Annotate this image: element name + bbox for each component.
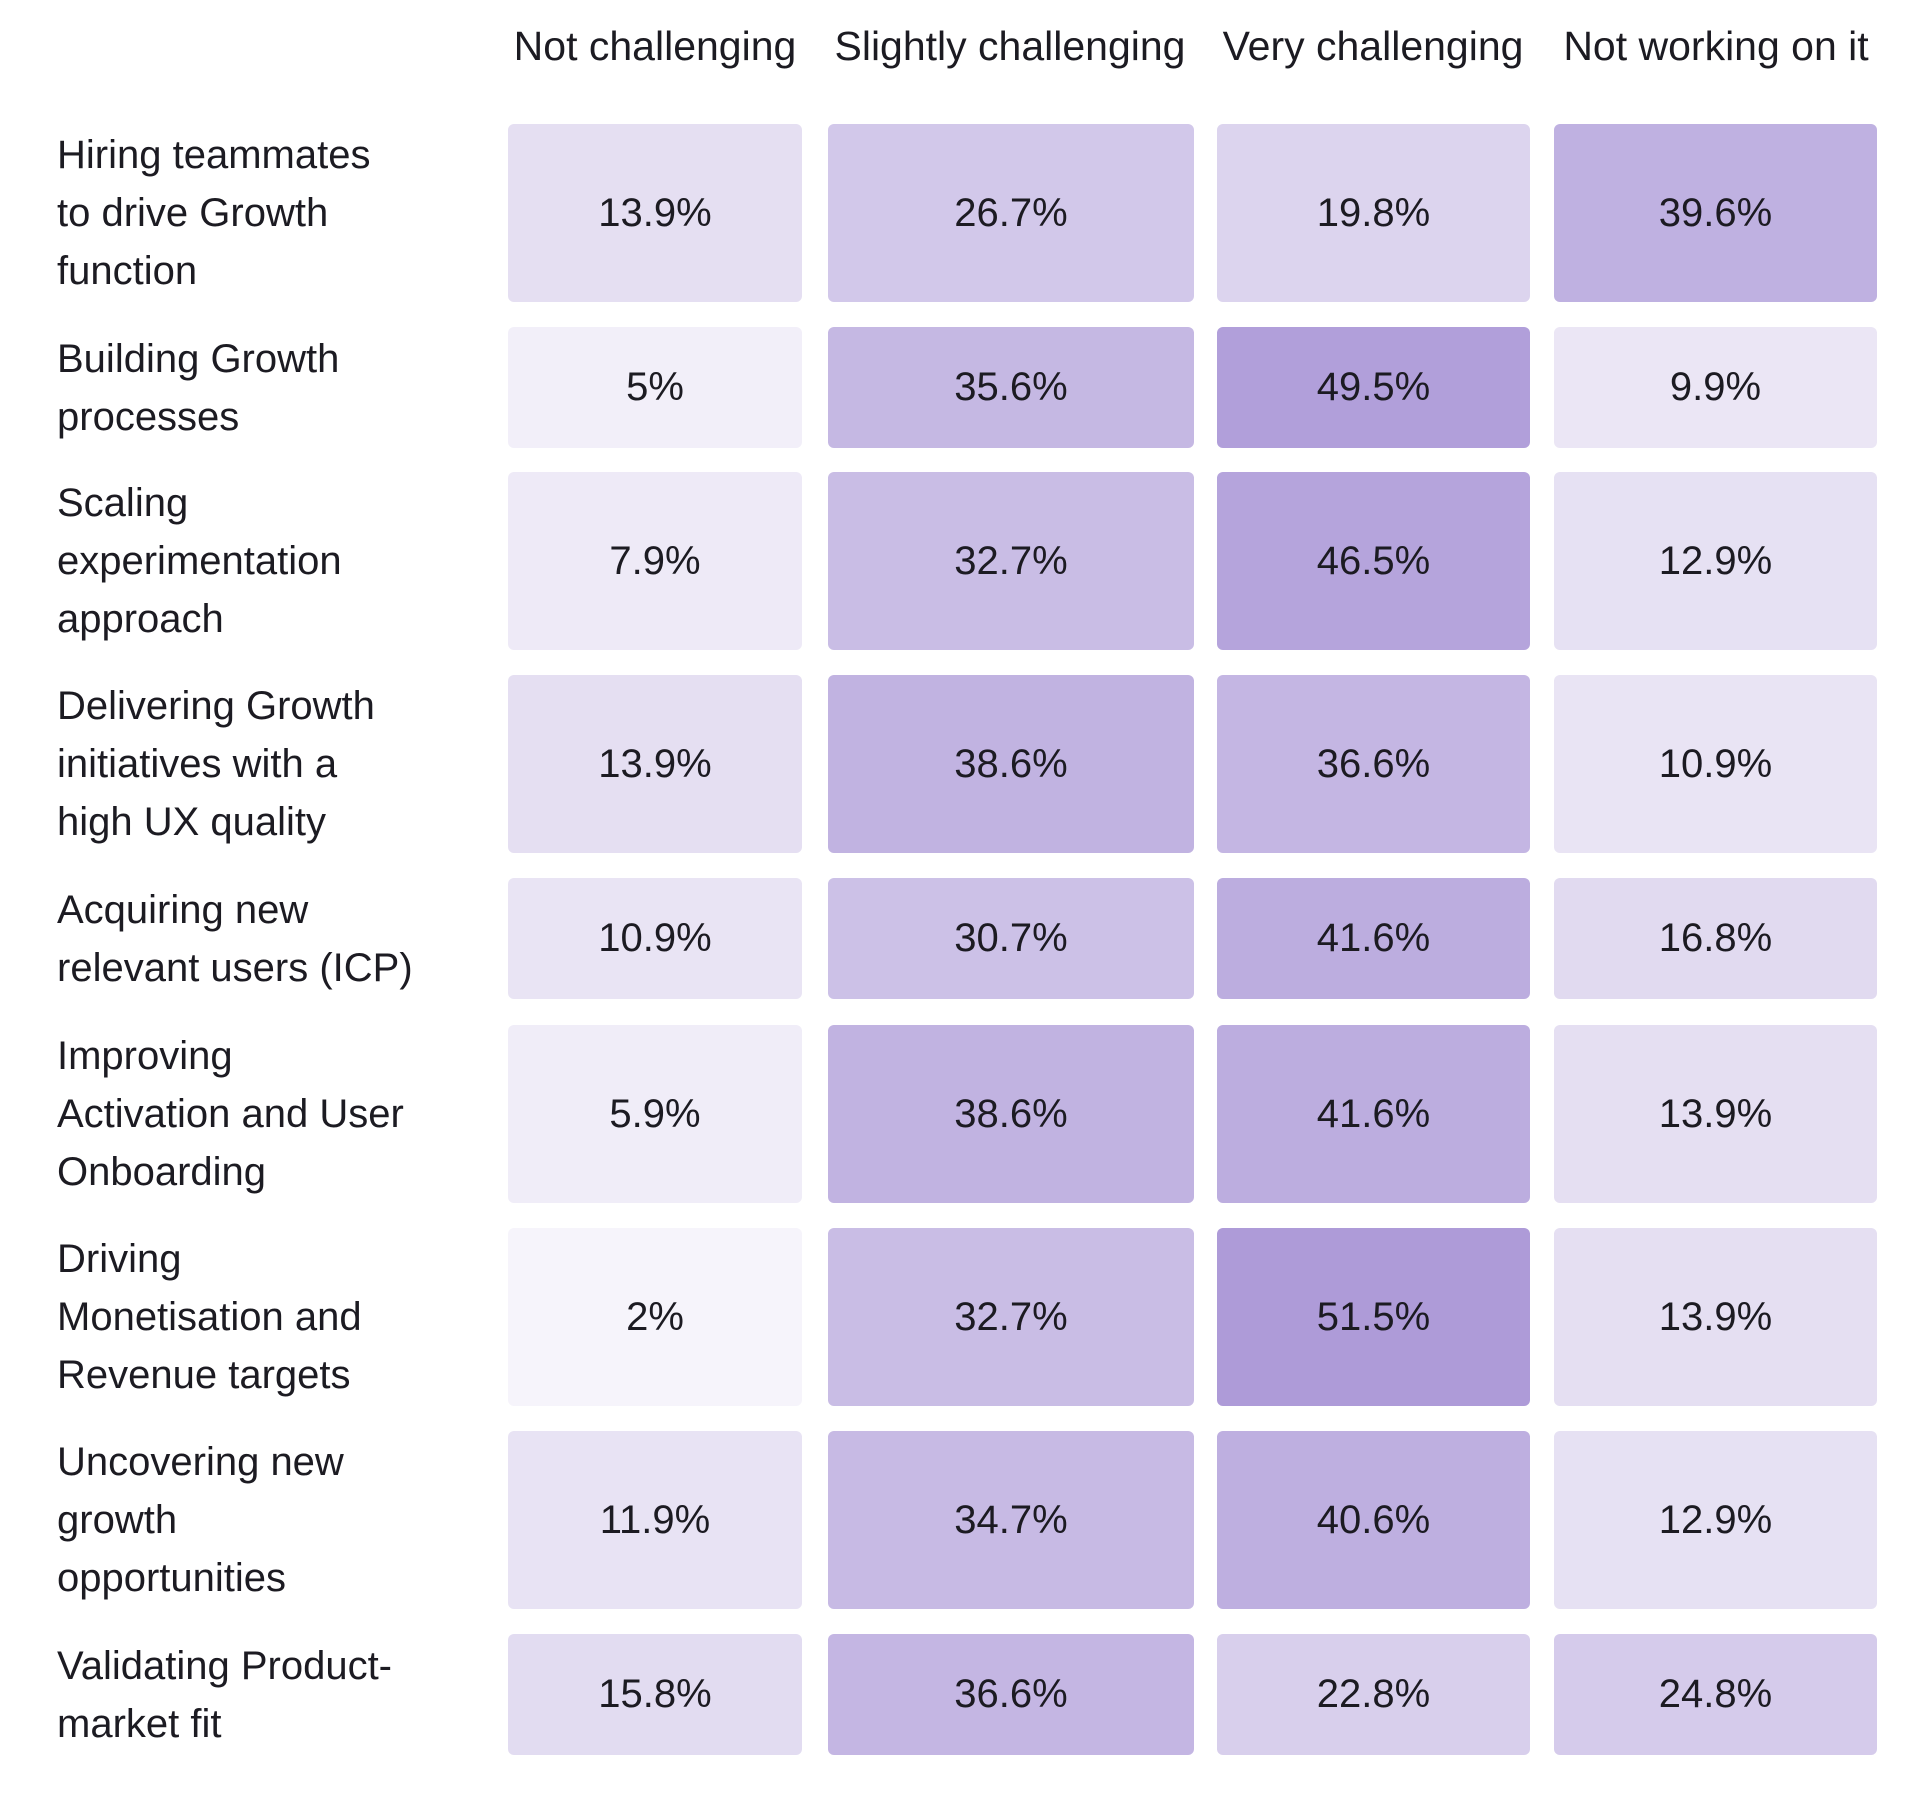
cell-value-label: 13.9%	[1658, 1294, 1773, 1339]
heatmap-cell: 16.8%	[1554, 878, 1877, 999]
heatmap-cell: 13.9%	[508, 675, 802, 853]
cell-value-label: 7.9%	[609, 538, 701, 583]
heatmap-cell: 26.7%	[828, 124, 1194, 302]
cell-value-label: 11.9%	[599, 1497, 711, 1542]
row-label: Driving Monetisation and Revenue targets	[57, 1237, 362, 1397]
cell-value-label: 13.9%	[1658, 1091, 1773, 1136]
heatmap-cell: 41.6%	[1217, 878, 1530, 999]
cell-value-label: 22.8%	[1316, 1672, 1431, 1716]
heatmap-cell: 13.9%	[508, 124, 802, 302]
cell-value-label: 41.6%	[1316, 1091, 1431, 1136]
row-label: Scaling experimentation approach	[57, 481, 342, 641]
heatmap-cell: 11.9%	[508, 1431, 802, 1609]
cell-value-label: 32.7%	[954, 1294, 1068, 1339]
heatmap-cell: 2%	[508, 1228, 802, 1406]
heatmap-cell: 39.6%	[1554, 124, 1877, 302]
cell-value-label: 24.8%	[1658, 1672, 1773, 1716]
cell-value-label: 2%	[626, 1294, 684, 1339]
cell-value-label: 10.9%	[598, 916, 712, 960]
cell-value-label: 5.9%	[609, 1091, 701, 1136]
heatmap-cell: 30.7%	[828, 878, 1194, 999]
heatmap-cell: 10.9%	[508, 878, 802, 999]
cell-value-label: 26.7%	[954, 190, 1068, 235]
column-header: Slightly challenging	[834, 23, 1186, 69]
heatmap-cell: 36.6%	[828, 1634, 1194, 1755]
cell-value-label: 32.7%	[954, 538, 1068, 583]
cell-value-label: 19.8%	[1316, 190, 1431, 235]
row-label: Validating Product-market fit	[57, 1643, 392, 1746]
column-header: Not working on it	[1563, 23, 1869, 69]
cell-value-label: 46.5%	[1316, 538, 1431, 583]
cell-value-label: 40.6%	[1316, 1497, 1431, 1542]
heatmap-cell: 5.9%	[508, 1025, 802, 1203]
cell-value-label: 38.6%	[954, 741, 1068, 786]
cell-value-label: 5%	[626, 365, 684, 409]
heatmap-cell: 12.9%	[1554, 472, 1877, 650]
heatmap-cell: 38.6%	[828, 1025, 1194, 1203]
row-label: Building Growth processes	[57, 336, 340, 439]
heatmap-cell: 46.5%	[1217, 472, 1530, 650]
heatmap-cell: 35.6%	[828, 327, 1194, 448]
cell-value-label: 49.5%	[1316, 365, 1431, 409]
cell-value-label: 13.9%	[598, 741, 712, 786]
cell-value-label: 13.9%	[598, 190, 712, 235]
heatmap-cell: 34.7%	[828, 1431, 1194, 1609]
heatmap-cell: 13.9%	[1554, 1025, 1877, 1203]
cell-value-label: 36.6%	[1316, 741, 1431, 786]
heatmap-cell: 51.5%	[1217, 1228, 1530, 1406]
row-label: Hiring teammates to drive Growth function	[57, 133, 371, 293]
column-header: Very challenging	[1222, 23, 1524, 69]
heatmap-cell: 38.6%	[828, 675, 1194, 853]
cell-value-label: 10.9%	[1658, 741, 1773, 786]
heatmap-cell: 36.6%	[1217, 675, 1530, 853]
heatmap-cell: 40.6%	[1217, 1431, 1530, 1609]
heatmap-cell: 5%	[508, 327, 802, 448]
heatmap-cell: 9.9%	[1554, 327, 1877, 448]
heatmap-cell: 41.6%	[1217, 1025, 1530, 1203]
heatmap-cell: 22.8%	[1217, 1634, 1530, 1755]
heatmap-cell: 32.7%	[828, 1228, 1194, 1406]
row-label: Improving Activation and User Onboarding	[57, 1034, 404, 1194]
heatmap-cell: 12.9%	[1554, 1431, 1877, 1609]
heatmap-cell: 10.9%	[1554, 675, 1877, 853]
heatmap-cell: 19.8%	[1217, 124, 1530, 302]
heatmap-cell: 49.5%	[1217, 327, 1530, 448]
cell-value-label: 15.8%	[598, 1672, 712, 1716]
cell-value-label: 51.5%	[1316, 1294, 1431, 1339]
cell-value-label: 16.8%	[1658, 916, 1773, 960]
cell-value-label: 38.6%	[954, 1091, 1068, 1136]
cell-value-label: 34.7%	[954, 1497, 1068, 1542]
cell-value-label: 9.9%	[1669, 365, 1762, 409]
heatmap-cell: 15.8%	[508, 1634, 802, 1755]
cell-value-label: 12.9%	[1658, 538, 1773, 583]
cell-value-label: 41.6%	[1316, 916, 1431, 960]
row-label: Delivering Growth initiatives with a high …	[57, 684, 375, 844]
cell-value-label: 12.9%	[1658, 1497, 1773, 1542]
heatmap-cell: 13.9%	[1554, 1228, 1877, 1406]
cell-value-label: 39.6%	[1658, 190, 1773, 235]
cell-value-label: 30.7%	[954, 916, 1068, 960]
cell-value-label: 35.6%	[954, 365, 1068, 409]
row-label: Acquiring new relevant users (ICP)	[57, 887, 413, 990]
heatmap-cell: 32.7%	[828, 472, 1194, 650]
row-label: Uncovering new growth opportunities	[57, 1440, 344, 1600]
column-header: Not challenging	[513, 23, 797, 69]
heatmap-cell: 24.8%	[1554, 1634, 1877, 1755]
heatmap-cell: 7.9%	[508, 472, 802, 650]
cell-value-label: 36.6%	[954, 1672, 1068, 1716]
